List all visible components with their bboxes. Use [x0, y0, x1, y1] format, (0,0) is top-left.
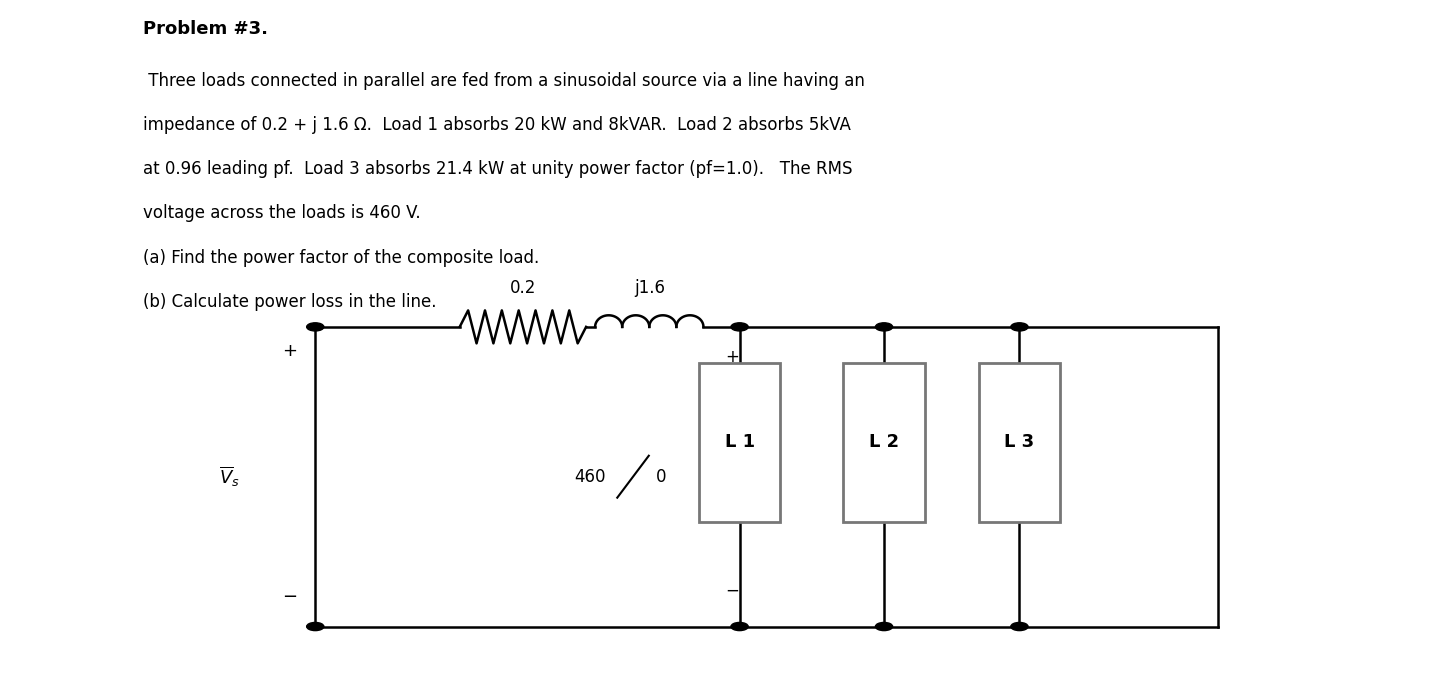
- Text: j1.6: j1.6: [633, 279, 665, 297]
- Text: 0: 0: [656, 468, 666, 486]
- Text: (b) Calculate power loss in the line.: (b) Calculate power loss in the line.: [143, 293, 437, 311]
- Text: Problem #3.: Problem #3.: [143, 20, 268, 38]
- Text: impedance of 0.2 + j 1.6 Ω.  Load 1 absorbs 20 kW and 8kVAR.  Load 2 absorbs 5kV: impedance of 0.2 + j 1.6 Ω. Load 1 absor…: [143, 116, 851, 133]
- Bar: [979, 363, 1060, 522]
- Circle shape: [876, 323, 893, 331]
- Circle shape: [307, 622, 324, 631]
- Text: −: −: [282, 588, 297, 605]
- Text: −: −: [725, 582, 739, 599]
- Circle shape: [876, 622, 893, 631]
- Text: +: +: [282, 342, 297, 360]
- Circle shape: [307, 323, 324, 331]
- Text: L 1: L 1: [725, 433, 755, 452]
- Text: voltage across the loads is 460 V.: voltage across the loads is 460 V.: [143, 204, 421, 222]
- Text: L 2: L 2: [868, 433, 898, 452]
- Circle shape: [1010, 323, 1027, 331]
- Text: 0.2: 0.2: [510, 279, 536, 297]
- Circle shape: [1010, 622, 1027, 631]
- Bar: [699, 363, 780, 522]
- Text: (a) Find the power factor of the composite load.: (a) Find the power factor of the composi…: [143, 249, 540, 266]
- Text: 460: 460: [575, 468, 606, 486]
- Circle shape: [731, 323, 748, 331]
- Text: at 0.96 leading pf.  Load 3 absorbs 21.4 kW at unity power factor (pf=1.0).   Th: at 0.96 leading pf. Load 3 absorbs 21.4 …: [143, 160, 853, 178]
- Circle shape: [731, 622, 748, 631]
- Bar: [844, 363, 924, 522]
- Text: Three loads connected in parallel are fed from a sinusoidal source via a line ha: Three loads connected in parallel are fe…: [143, 72, 866, 89]
- Text: +: +: [725, 348, 739, 366]
- Text: $\overline{V}_s$: $\overline{V}_s$: [219, 464, 239, 489]
- Text: L 3: L 3: [1005, 433, 1035, 452]
